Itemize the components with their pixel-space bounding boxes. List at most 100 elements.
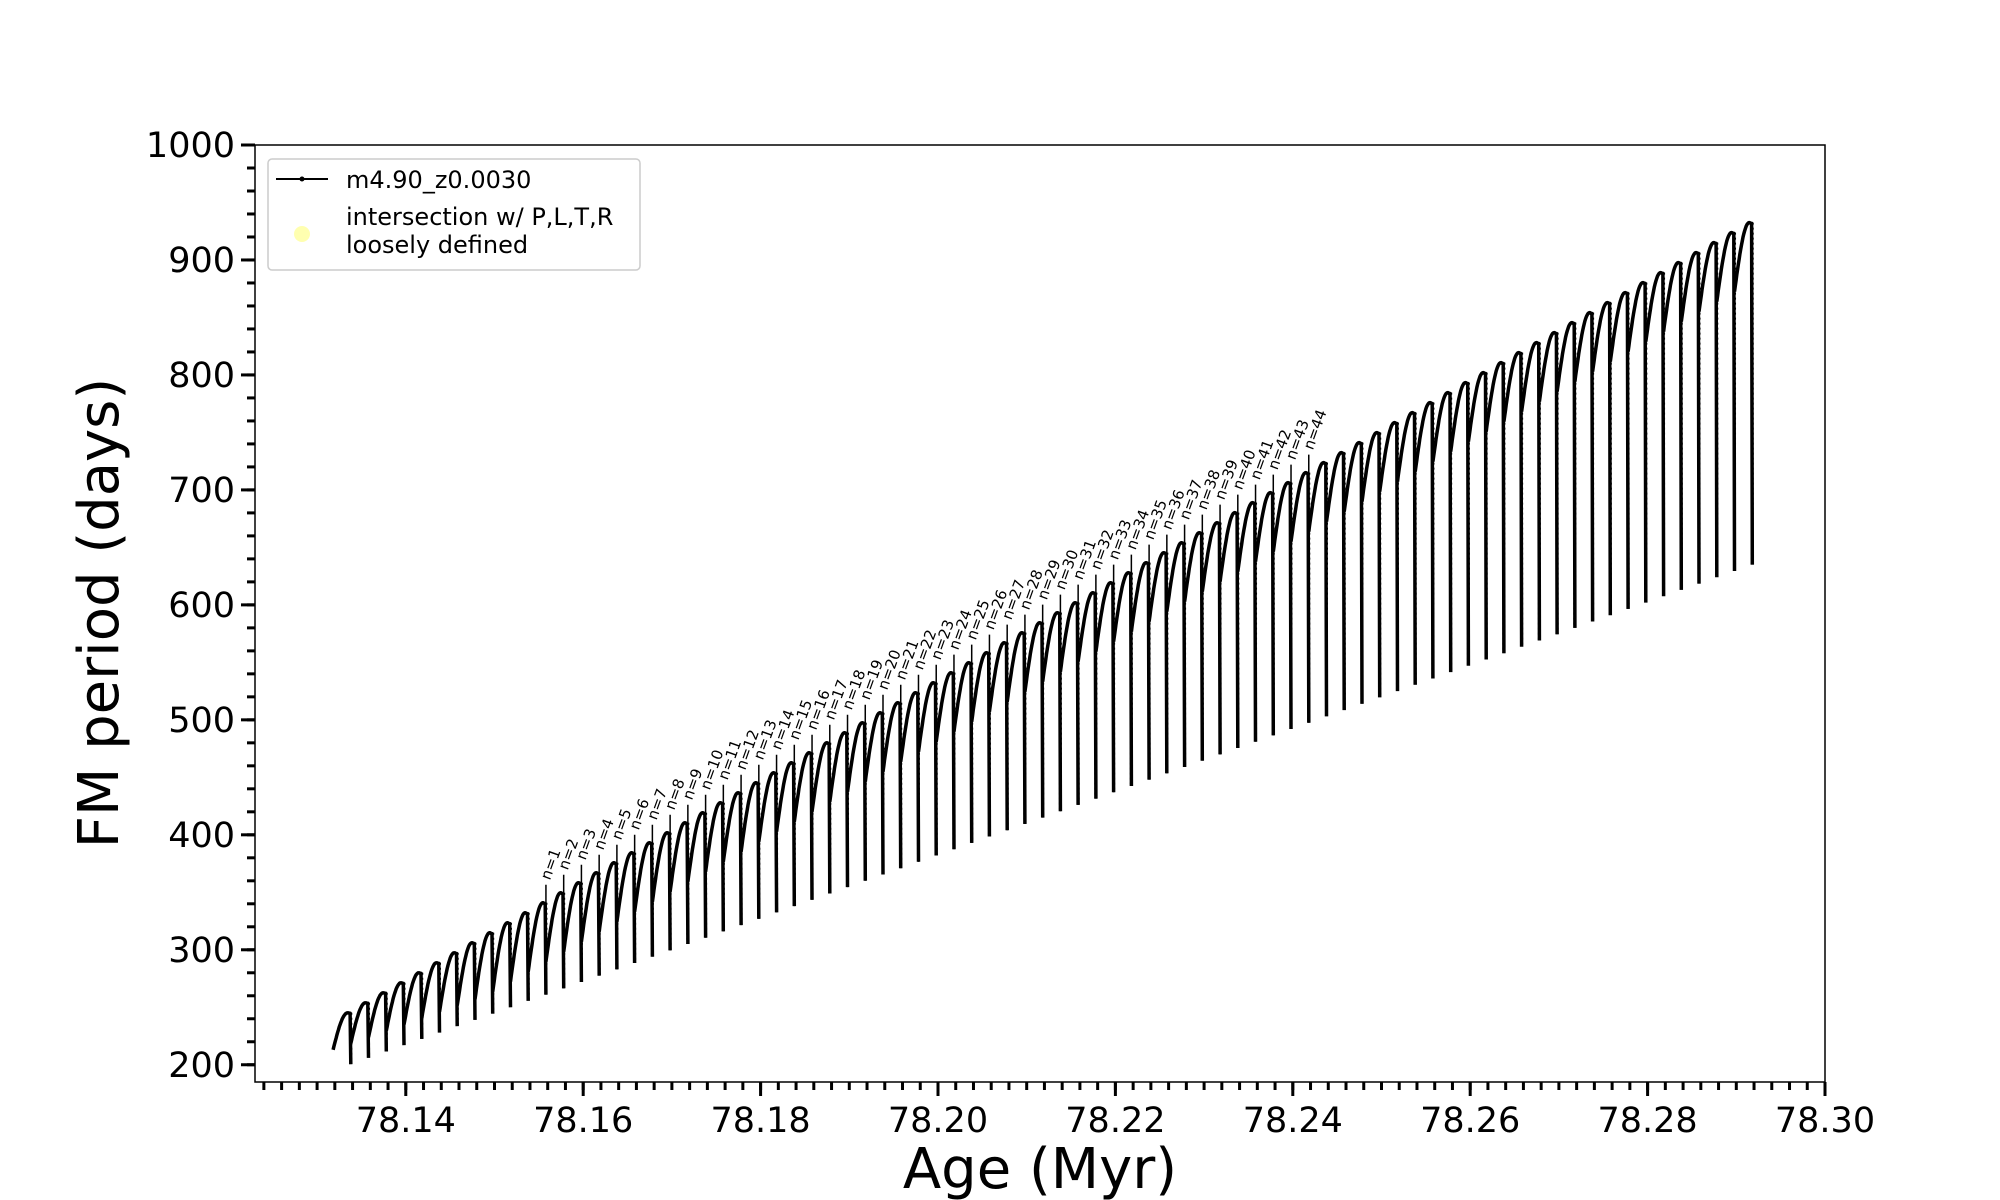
pulse-cycle-line <box>686 810 708 938</box>
pulse-cycle-line <box>1076 590 1098 799</box>
pulse-cycle-line <box>1040 610 1063 812</box>
pulse-cycle-line <box>1147 550 1169 774</box>
pulse-cycle-line <box>1005 630 1027 824</box>
pulse-cycle-line <box>1484 360 1506 654</box>
y-tick-label: 200 <box>168 1046 235 1086</box>
pulse-cycle-line <box>828 730 850 888</box>
x-tick-label: 78.16 <box>533 1101 633 1141</box>
pulse-cycle-line <box>1626 280 1648 603</box>
pulse-cycle-line <box>792 750 814 900</box>
pulse-cycle-line <box>384 981 406 1046</box>
pulse-cycle-line <box>331 1011 353 1065</box>
pulse-cycle-line <box>774 760 797 907</box>
x-tick-label: 78.28 <box>1597 1101 1697 1141</box>
pulse-cycle-line <box>1360 430 1382 698</box>
pulse-cycle-line <box>916 680 938 856</box>
pulse-cycle-line <box>1395 410 1417 685</box>
pulse-cycle-line <box>757 770 779 913</box>
pulse-cycle-line <box>632 840 655 957</box>
legend-intersection-marker <box>294 226 310 242</box>
pulse-cycle-line <box>845 720 868 881</box>
pulse-cycle-line <box>810 740 832 894</box>
x-tick-label: 78.18 <box>710 1101 810 1141</box>
pulse-cycle-line <box>1200 520 1222 755</box>
legend-label-model: m4.90_z0.0030 <box>346 166 531 194</box>
pulse-cycle-line <box>898 690 921 862</box>
y-tick-label: 800 <box>168 356 235 396</box>
pulse-cycle-line <box>739 780 761 919</box>
pulse-cycle-line <box>1271 480 1293 730</box>
pulse-cycle-line <box>1094 580 1116 793</box>
pulse-cycle-line <box>579 870 601 976</box>
x-tick-label: 78.14 <box>356 1101 456 1141</box>
pulse-cycle-line <box>1165 540 1187 768</box>
pulse-cycle-line <box>668 820 690 945</box>
pulse-cycle-line <box>1236 500 1258 742</box>
pulse-cycle-line <box>1289 470 1311 723</box>
pulse-cycle-line <box>1218 510 1240 749</box>
y-tick-label: 300 <box>168 931 235 971</box>
pulse-cycle-line <box>490 920 513 1008</box>
y-tick-label: 1000 <box>146 126 235 166</box>
pulse-cycle-line <box>721 790 743 926</box>
pulse-cycle-line <box>1342 440 1364 704</box>
legend: m4.90_z0.0030 intersection w/ P,L,T,R lo… <box>267 158 641 271</box>
pulse-cycle-line <box>544 890 566 989</box>
pulse-cycle-line <box>881 700 903 869</box>
x-axis-title: Age (Myr) <box>903 1137 1177 1200</box>
x-tick-label: 78.20 <box>888 1101 988 1141</box>
pulse-cycle-line <box>508 910 530 1001</box>
pulse-cycle-line <box>1573 310 1595 622</box>
y-tick-label: 500 <box>168 701 235 741</box>
pulse-cycle-line <box>455 940 477 1020</box>
y-tick-label: 700 <box>168 471 235 511</box>
pulse-cycle-line <box>1111 570 1134 787</box>
y-tick-label: 900 <box>168 241 235 281</box>
pulse-cycle-line <box>473 930 495 1014</box>
pulse-cycle-line <box>703 800 726 932</box>
pulse-cycle-line <box>987 640 1009 831</box>
pulse-cycle-line <box>437 951 459 1027</box>
pulse-cycle-line <box>1732 220 1755 565</box>
legend-label-intersection-line2: loosely defined <box>346 231 528 259</box>
pulse-cycle-line <box>650 830 672 951</box>
pulse-cycle-line <box>1715 230 1737 572</box>
pulse-cycle-line <box>1058 600 1080 805</box>
pulse-cycle-line <box>1023 620 1045 818</box>
pulse-cycle-line <box>1502 350 1524 647</box>
pulse-cycle-line <box>1324 450 1346 711</box>
pulse-cycle-line <box>1537 330 1559 635</box>
plot-frame <box>254 144 1826 1083</box>
pulse-cycle-line <box>366 991 389 1052</box>
pulse-cycle-line <box>952 660 974 843</box>
pulse-cycle-line <box>402 971 424 1039</box>
pulse-cycle-line <box>1644 270 1666 597</box>
pulse-cycle-line <box>1182 530 1205 761</box>
pulse-cycle-line <box>597 860 619 970</box>
pulse-cycle-line <box>1129 560 1151 780</box>
pulse-cycle-line <box>1679 250 1701 584</box>
legend-dot-marker <box>299 176 305 182</box>
pulse-cycle-line <box>1555 320 1577 628</box>
x-tick-label: 78.24 <box>1243 1101 1343 1141</box>
pulse-cycle-line <box>1448 380 1471 666</box>
x-tick-label: 78.30 <box>1775 1101 1875 1141</box>
pulse-labels-group: n=1n=2n=3n=4n=5n=6n=7n=8n=9n=10n=11n=12n… <box>537 407 1331 995</box>
y-tick-label: 600 <box>168 586 235 626</box>
pulse-cycle-line <box>1608 290 1630 609</box>
x-tick-label: 78.26 <box>1420 1101 1520 1141</box>
pulse-cycle-line <box>1307 460 1329 717</box>
pulse-cycle-line <box>349 1001 371 1058</box>
pulse-cycle-line <box>863 710 885 875</box>
pulse-cycle-line <box>934 670 956 850</box>
pulse-cycle-line <box>1590 300 1613 616</box>
pulse-cycle-line <box>615 850 637 964</box>
pulse-cycle-line <box>1519 340 1542 641</box>
pulse-cycle-line <box>1253 490 1276 736</box>
y-tick-label: 400 <box>168 816 235 856</box>
pulse-cycle-line <box>561 880 584 983</box>
pulse-cycle-line <box>969 650 992 837</box>
pulse-cycle-line <box>1466 370 1488 660</box>
pulse-cycle-line <box>1661 260 1684 590</box>
